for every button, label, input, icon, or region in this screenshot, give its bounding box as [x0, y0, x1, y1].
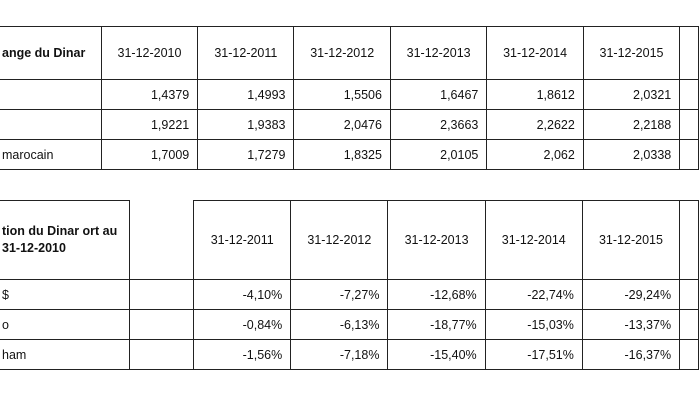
- table-cell: 1,5506: [293, 79, 391, 110]
- table-cell: [679, 26, 699, 80]
- table-cell: 2,0338: [582, 139, 681, 170]
- row-label: [0, 79, 102, 110]
- column-header-date: 31-12-2013: [387, 200, 486, 280]
- table-row: $ -4,10% -7,27% -12,68% -22,74% -29,24%: [0, 279, 699, 310]
- table-cell: 1,8612: [486, 79, 584, 110]
- row-label: [0, 109, 102, 140]
- table-cell: -4,10%: [193, 279, 292, 310]
- table-cell: 2,2622: [486, 109, 584, 140]
- column-header-date: 31-12-2011: [193, 200, 292, 280]
- table-cell: -0,84%: [193, 309, 292, 340]
- table-cell: [128, 279, 195, 310]
- column-header-date: 31-12-2014: [484, 200, 583, 280]
- column-header-date: 31-12-2013: [389, 26, 488, 80]
- row-label: $: [0, 279, 130, 310]
- table-row: ham -1,56% -7,18% -15,40% -17,51% -16,37…: [0, 339, 699, 370]
- table-cell: -15,03%: [484, 309, 583, 340]
- table-corner-label: tion du Dinar ort au 31-12-2010: [0, 200, 130, 280]
- table-cell: 1,4993: [197, 79, 295, 110]
- table-cell: [679, 339, 699, 370]
- corner-label-text: tion du Dinar ort au 31-12-2010: [2, 224, 118, 255]
- table-cell: -7,18%: [290, 339, 389, 370]
- column-header-date: 31-12-2014: [486, 26, 584, 80]
- spacer-cell: [129, 201, 193, 280]
- table-cell: -12,68%: [387, 279, 486, 310]
- table-cell: 1,9221: [100, 109, 199, 140]
- row-label: marocain: [0, 139, 102, 170]
- table-header-row: tion du Dinar ort au 31-12-2010 31-12-20…: [0, 200, 699, 280]
- table-cell: -13,37%: [581, 309, 681, 340]
- table-cell: 1,6467: [389, 79, 488, 110]
- table-row: o -0,84% -6,13% -18,77% -15,03% -13,37%: [0, 309, 699, 340]
- column-header-date: 31-12-2012: [293, 26, 391, 80]
- table-cell: -6,13%: [290, 309, 389, 340]
- table-cell: 1,9383: [197, 109, 295, 140]
- table-cell: -29,24%: [581, 279, 681, 310]
- table-cell: [128, 309, 195, 340]
- table-cell: 2,0321: [582, 79, 681, 110]
- table-cell: 2,3663: [389, 109, 488, 140]
- table-cell: 2,2188: [582, 109, 681, 140]
- column-header-date: 31-12-2015: [582, 26, 681, 80]
- row-label: o: [0, 309, 130, 340]
- table-cell: [128, 339, 195, 370]
- table-cell: [679, 200, 699, 280]
- table-cell: 1,7009: [100, 139, 199, 170]
- column-header-date: 31-12-2010: [100, 26, 199, 80]
- table-cell: -17,51%: [484, 339, 583, 370]
- table-cell: [679, 139, 699, 170]
- table-row: 1,9221 1,9383 2,0476 2,3663 2,2622 2,218…: [0, 109, 699, 140]
- column-header-date: 31-12-2015: [581, 200, 681, 280]
- table-cell: [679, 79, 699, 110]
- table-cell: 1,7279: [197, 139, 295, 170]
- table-cell: -15,40%: [387, 339, 486, 370]
- table-cell: 2,0476: [293, 109, 391, 140]
- table-cell: [679, 279, 699, 310]
- table-cell: -16,37%: [581, 339, 681, 370]
- table-cell: 2,0105: [389, 139, 488, 170]
- table-corner-label: ange du Dinar: [0, 26, 102, 80]
- table-cell: [679, 309, 699, 340]
- table-cell: [679, 109, 699, 140]
- column-header-date: 31-12-2011: [197, 26, 295, 80]
- table-cell: -18,77%: [387, 309, 486, 340]
- column-header-date: 31-12-2012: [290, 200, 389, 280]
- table-cell: -7,27%: [290, 279, 389, 310]
- table-cell: 2,062: [486, 139, 584, 170]
- table-cell: 1,8325: [293, 139, 391, 170]
- table-cell: -1,56%: [193, 339, 292, 370]
- table-row: marocain 1,7009 1,7279 1,8325 2,0105 2,0…: [0, 139, 699, 170]
- table-row: 1,4379 1,4993 1,5506 1,6467 1,8612 2,032…: [0, 79, 699, 110]
- table-cell: -22,74%: [484, 279, 583, 310]
- table-header-row: ange du Dinar 31-12-2010 31-12-2011 31-1…: [0, 26, 699, 80]
- row-label: ham: [0, 339, 130, 370]
- table-cell: 1,4379: [100, 79, 199, 110]
- exchange-rate-table: ange du Dinar 31-12-2010 31-12-2011 31-1…: [0, 26, 699, 170]
- depreciation-table: tion du Dinar ort au 31-12-2010 31-12-20…: [0, 200, 699, 370]
